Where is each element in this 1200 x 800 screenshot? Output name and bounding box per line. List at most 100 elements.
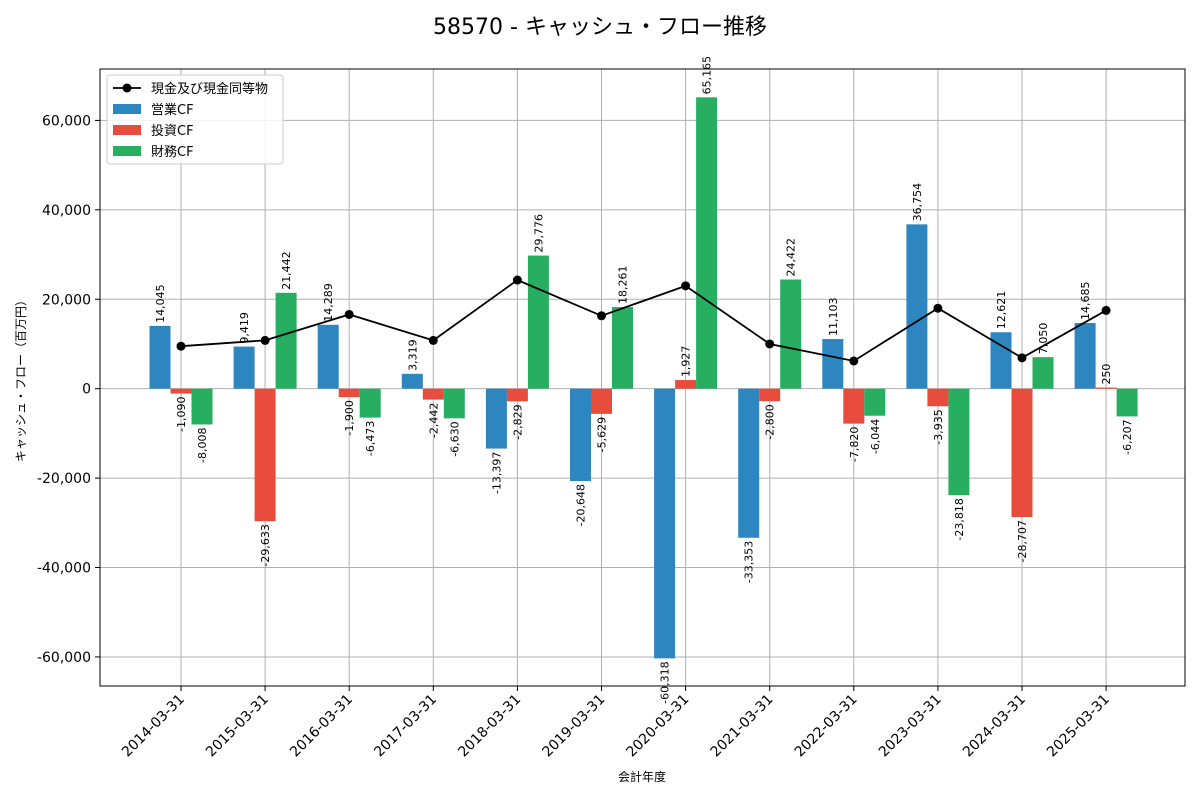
data-labels: 14,045 9,419 14,289 3,319 -13,397 -20,648 -60,… — [154, 56, 1134, 704]
cash-line-point — [933, 303, 943, 313]
bar-value-label: 18,261 — [617, 266, 630, 305]
bar-value-label: -3,935 — [932, 409, 945, 444]
bar-value-label: 7,050 — [1037, 323, 1050, 355]
bar-value-label: 65,165 — [701, 56, 714, 95]
y-tick-label: -40,000 — [37, 561, 91, 577]
bar-営業CF — [822, 339, 844, 389]
bar-value-label: -2,442 — [427, 403, 440, 438]
cash-line-point — [344, 309, 354, 319]
bar-投資CF — [675, 380, 697, 389]
x-axis-label: 会計年度 — [618, 769, 666, 784]
y-tick-label: 60,000 — [42, 113, 91, 129]
bar-value-label: -33,353 — [743, 541, 756, 583]
x-tick-label: 2025-03-31 — [1044, 692, 1113, 761]
legend-swatch — [113, 125, 141, 135]
bar-営業CF — [906, 224, 928, 389]
bar-投資CF — [843, 388, 865, 424]
x-tick-label: 2021-03-31 — [708, 692, 777, 761]
bar-value-label: 9,419 — [238, 312, 251, 344]
bar-営業CF — [485, 388, 507, 449]
cash-line-path — [180, 279, 1107, 362]
bar-value-label: -28,707 — [1016, 520, 1029, 562]
cash-line-point — [512, 275, 522, 285]
cash-line-point — [681, 281, 691, 291]
x-tick-label: 2014-03-31 — [119, 692, 188, 761]
cash-line-point — [176, 341, 186, 351]
bar-投資CF — [506, 388, 528, 402]
x-tick-label: 2024-03-31 — [960, 692, 1029, 761]
x-tick-label: 2018-03-31 — [455, 692, 524, 761]
bar-value-label: -6,044 — [869, 419, 882, 454]
cash-line-point — [597, 311, 606, 321]
bar-value-label: -6,473 — [364, 421, 377, 456]
y-axis-label: キャッシュ・フロー（百万円） — [14, 294, 28, 462]
bar-投資CF — [759, 388, 781, 402]
bar-value-label: 36,754 — [911, 183, 924, 222]
legend-label: 財務CF — [151, 145, 194, 160]
bar-value-label: 11,103 — [827, 298, 840, 337]
grid — [100, 69, 1185, 686]
bar-営業CF — [233, 346, 255, 389]
bar-value-label: -6,630 — [448, 421, 461, 456]
bar-営業CF — [654, 388, 676, 659]
legend-swatch — [113, 104, 141, 114]
x-tick-label: 2022-03-31 — [792, 692, 861, 761]
bar-value-label: -60,318 — [659, 661, 672, 703]
y-tick-label: -20,000 — [37, 471, 91, 487]
y-tick-label: 40,000 — [42, 203, 91, 219]
x-tick-label: 2019-03-31 — [539, 692, 608, 761]
bar-財務CF — [359, 388, 381, 418]
bar-財務CF — [275, 292, 297, 389]
bar-営業CF — [570, 388, 591, 481]
bar-投資CF — [591, 388, 612, 414]
bar-投資CF — [338, 388, 360, 398]
bar-value-label: 14,289 — [322, 283, 335, 322]
chart-title: 58570 - キャッシュ・フロー推移 — [433, 15, 767, 40]
bar-財務CF — [864, 388, 886, 416]
legend-label: 現金及び現金同等物 — [151, 81, 268, 97]
bar-財務CF — [612, 307, 633, 389]
x-tick-label: 2016-03-31 — [287, 692, 356, 761]
bar-value-label: -13,397 — [490, 452, 503, 494]
bar-財務CF — [191, 388, 213, 425]
bar-財務CF — [1032, 357, 1054, 389]
bar-投資CF — [1011, 388, 1033, 518]
cash-line-point — [1017, 353, 1027, 363]
y-tick-label: 20,000 — [42, 292, 91, 308]
bar-value-label: -2,800 — [764, 404, 777, 439]
bar-投資CF — [422, 388, 444, 400]
bar-財務CF — [696, 97, 718, 389]
bar-value-label: -29,633 — [259, 524, 272, 566]
bar-value-label: -6,207 — [1121, 419, 1134, 454]
bar-value-label: 14,685 — [1079, 282, 1092, 321]
bar-value-label: 12,621 — [995, 291, 1008, 330]
bar-営業CF — [401, 373, 423, 389]
bar-投資CF — [254, 388, 276, 522]
cash-line — [176, 275, 1111, 366]
bar-value-label: 29,776 — [532, 214, 545, 253]
bar-営業CF — [738, 388, 760, 538]
legend-label: 投資CF — [151, 123, 194, 139]
bar-営業CF — [149, 325, 171, 389]
legend-swatch-marker — [122, 83, 132, 93]
bar-value-label: -23,818 — [953, 498, 966, 540]
bar-value-label: 1,927 — [680, 346, 693, 378]
cash-line-point — [849, 356, 859, 366]
bar-value-label: 250 — [1100, 364, 1113, 385]
bar-投資CF — [927, 388, 949, 407]
bar-営業CF — [990, 332, 1012, 389]
cash-line-point — [765, 339, 775, 349]
bar-value-label: -7,820 — [848, 427, 861, 462]
bar-投資CF — [170, 388, 192, 394]
y-tick-label: 0 — [82, 382, 91, 398]
legend-label: 営業CF — [151, 102, 194, 118]
y-tick-label: -60,000 — [37, 650, 91, 666]
x-tick-label: 2015-03-31 — [203, 692, 272, 761]
bar-営業CF — [317, 324, 339, 389]
cash-line-point — [1101, 305, 1111, 315]
x-tick-label: 2023-03-31 — [876, 692, 945, 761]
bar-value-label: -1,900 — [343, 400, 356, 435]
bar-value-label: 24,422 — [785, 238, 798, 277]
